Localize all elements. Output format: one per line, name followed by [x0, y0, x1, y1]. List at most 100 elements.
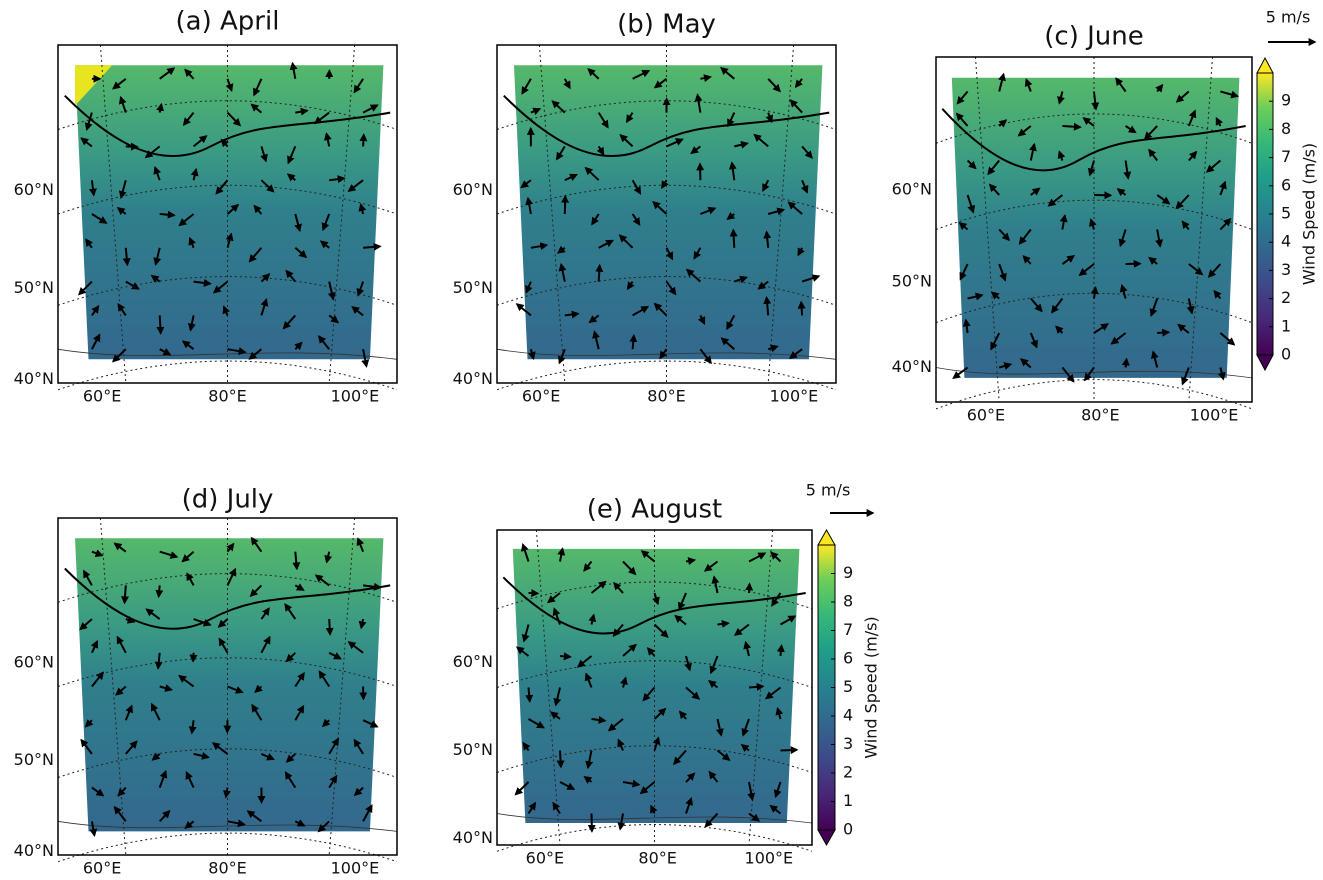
wind-arrow — [590, 580, 607, 594]
graticule — [496, 824, 813, 852]
graticule — [767, 44, 795, 384]
wind-arrow — [763, 295, 772, 316]
wind-arrow — [697, 314, 706, 326]
wind-arrow — [150, 702, 161, 721]
wind-arrow — [685, 772, 696, 783]
wind-arrow — [747, 781, 756, 802]
wind-arrow — [956, 90, 969, 105]
border — [935, 367, 1253, 379]
wind-arrow — [591, 213, 600, 226]
wind-arrow — [715, 718, 724, 737]
wind-arrow — [700, 206, 717, 215]
wind-arrow — [598, 239, 615, 249]
wind-arrow — [720, 337, 735, 350]
graticule — [57, 184, 398, 215]
wind-arrow — [287, 146, 297, 165]
lon-label: 60°E — [83, 387, 121, 406]
wind-arrow — [159, 210, 176, 219]
wind-arrow — [211, 742, 229, 755]
wind-arrow — [612, 623, 624, 638]
colorbar-extend — [1256, 354, 1274, 372]
wind-arrow — [962, 318, 971, 334]
graticule — [935, 379, 1253, 410]
wind-arrow — [351, 305, 364, 317]
wind-arrow — [118, 95, 127, 113]
wind-arrow — [525, 196, 534, 215]
wind-arrow — [515, 303, 532, 317]
wind-arrow — [227, 685, 244, 694]
wind-arrow — [1024, 78, 1033, 92]
wind-arrow — [988, 183, 1000, 196]
wind-arrow — [559, 652, 572, 661]
colorbar-tick-label: 4 — [1281, 232, 1291, 251]
wind-arrow — [666, 138, 684, 148]
lon-label: 80°E — [638, 849, 676, 868]
lat-label: 40°N — [14, 369, 54, 388]
wind-arrow — [726, 211, 736, 220]
wind-arrow — [693, 247, 702, 260]
colorbar-extend — [1256, 56, 1274, 74]
lon-label: 60°E — [83, 859, 121, 878]
wind-arrow — [84, 112, 93, 132]
wind-arrow — [347, 641, 364, 654]
wind-arrow — [325, 619, 334, 636]
wind-arrow — [998, 362, 1013, 370]
wind-arrow — [1157, 328, 1171, 337]
wind-arrow — [317, 335, 330, 350]
wind-arrow — [745, 582, 754, 594]
wind-arrow — [112, 348, 127, 363]
map-panel — [496, 44, 837, 391]
wind-arrow — [622, 643, 637, 657]
wind-arrow — [767, 207, 786, 216]
lat-label: 60°N — [14, 180, 54, 199]
wind-arrow — [353, 786, 364, 797]
wind-arrow — [764, 686, 782, 700]
graticule — [935, 113, 1253, 144]
wind-arrow — [661, 179, 669, 190]
wind-arrow — [797, 247, 805, 257]
wind-arrow — [521, 543, 530, 562]
wind-arrow — [552, 607, 561, 625]
wind-arrow — [525, 687, 534, 703]
wind-arrow — [650, 804, 658, 814]
wind-arrow — [1082, 117, 1095, 127]
wind-arrow — [113, 542, 127, 553]
wind-arrow — [685, 557, 697, 566]
wind-arrow — [591, 715, 607, 724]
wind-arrow — [1030, 187, 1041, 196]
wind-arrow — [1083, 366, 1095, 382]
wind-arrow — [622, 560, 637, 576]
colorbar-tick-label: 9 — [843, 563, 853, 582]
wind-arrow — [775, 706, 784, 720]
wind-arrow — [223, 787, 231, 799]
lon-label: 60°E — [967, 406, 1005, 425]
graticule — [496, 360, 837, 391]
wind-arrow — [121, 585, 130, 605]
colorbar — [1257, 73, 1273, 355]
wind-arrow — [1125, 125, 1137, 134]
wind-arrow — [556, 750, 565, 769]
wind-arrow — [246, 810, 263, 823]
wind-arrow — [188, 236, 196, 249]
wind-arrow — [125, 740, 138, 755]
wind-arrow — [1213, 289, 1222, 300]
wind-arrow — [1148, 256, 1158, 265]
wind-arrow — [1121, 357, 1130, 368]
wind-arrow — [260, 273, 271, 283]
graticule — [496, 276, 837, 306]
wind-arrow — [998, 263, 1007, 282]
wind-arrow — [1093, 323, 1110, 334]
wind-arrow — [116, 635, 127, 654]
reference-label: 5 m/s — [806, 481, 851, 500]
wind-arrow — [356, 537, 365, 553]
wind-arrow — [684, 655, 692, 672]
wind-arrow — [285, 269, 297, 283]
wind-arrow — [726, 314, 736, 331]
wind-arrow — [653, 302, 668, 317]
wind-arrow — [153, 247, 162, 266]
wind-arrow — [673, 749, 687, 766]
wind-arrow — [652, 592, 660, 606]
graticule — [99, 517, 127, 856]
wind-arrow — [1078, 263, 1095, 277]
colorbar-tick-label: 2 — [1281, 288, 1291, 307]
